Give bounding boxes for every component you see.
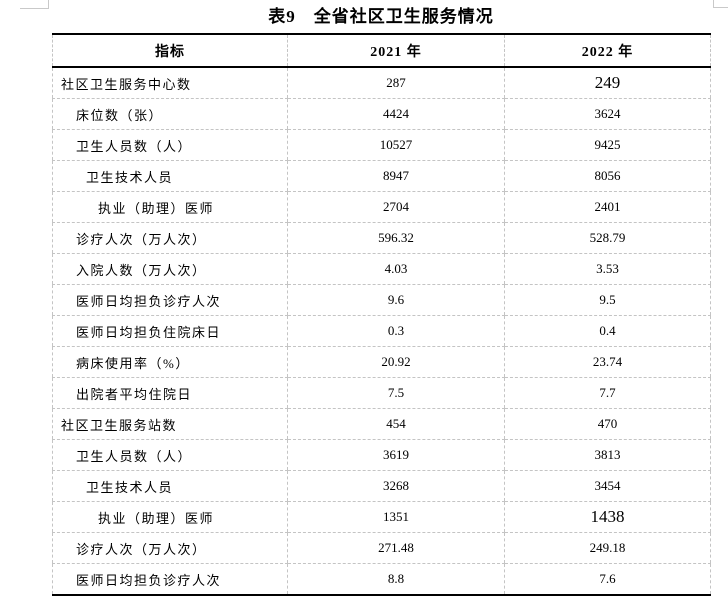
table-row: 病床使用率（%） 20.92 23.74 — [52, 346, 711, 378]
value-2021-cell[interactable]: 3268 — [287, 470, 505, 502]
indicator-cell[interactable]: 卫生技术人员 — [52, 160, 288, 192]
value-2021-cell[interactable]: 7.5 — [287, 377, 505, 409]
indicator-cell[interactable]: 入院人数（万人次） — [52, 253, 288, 285]
value-2021-cell[interactable]: 1351 — [287, 501, 505, 533]
value-2021-cell[interactable]: 8947 — [287, 160, 505, 192]
table-row: 执业（助理）医师 1351 1438 — [52, 501, 711, 533]
value-2022-cell[interactable]: 249 — [504, 67, 711, 99]
table-row: 卫生人员数（人） 10527 9425 — [52, 129, 711, 161]
indicator-cell[interactable]: 医师日均担负诊疗人次 — [76, 572, 222, 588]
table-row: 医师日均担负住院床日 0.3 0.4 — [52, 315, 711, 347]
indicator-cell[interactable]: 卫生人员数（人） — [52, 129, 288, 161]
value-2022-cell[interactable]: 249.18 — [504, 532, 711, 564]
value-2021-cell[interactable]: 20.92 — [287, 346, 505, 378]
indicator-cell[interactable]: 执业（助理）医师 — [52, 501, 288, 533]
indicator-cell[interactable]: 卫生人员数（人） — [52, 439, 288, 471]
table-row: 医师日均担负诊疗人次 9.6 9.5 — [52, 284, 711, 316]
gridline-fragment-top-right-vertical — [713, 0, 714, 8]
value-2022-cell[interactable]: 3454 — [504, 470, 711, 502]
table-row: 诊疗人次（万人次） 271.48 249.18 — [52, 532, 711, 564]
value-2021-cell[interactable]: 3619 — [287, 439, 505, 471]
value-2021-cell[interactable]: 9.6 — [287, 284, 505, 316]
col-header-indicator: 指标 — [52, 34, 288, 68]
value-2022-cell[interactable]: 528.79 — [504, 222, 711, 254]
value-2021-cell[interactable]: 596.32 — [287, 222, 505, 254]
value-2022-cell[interactable]: 3.53 — [504, 253, 711, 285]
value-2021-cell[interactable]: 8.8 — [287, 563, 505, 595]
col-header-2022: 2022 年 — [504, 34, 711, 68]
table-row: 执业（助理）医师 2704 2401 — [52, 191, 711, 223]
table-row: 卫生技术人员 3268 3454 — [52, 470, 711, 502]
table-row: 社区卫生服务中心数 287 249 — [52, 67, 711, 99]
gridline-fragment-top-left-vertical — [48, 0, 49, 9]
col-header-2021: 2021 年 — [287, 34, 505, 68]
indicator-cell[interactable]: 社区卫生服务中心数 — [52, 67, 288, 99]
indicator-cell[interactable]: 卫生技术人员 — [52, 470, 288, 502]
indicator-cell[interactable]: 社区卫生服务站数 — [52, 408, 288, 440]
value-2022-cell[interactable]: 0.4 — [504, 315, 711, 347]
table-row: 社区卫生服务站数 454 470 — [52, 408, 711, 440]
indicator-cell[interactable]: 病床使用率（%） — [52, 346, 288, 378]
value-2021-cell[interactable]: 4424 — [287, 98, 505, 130]
indicator-cell[interactable]: 医师日均担负住院床日 — [52, 315, 288, 347]
value-2022-cell[interactable]: 7.6 — [504, 563, 711, 595]
value-2022-cell[interactable]: 7.7 — [504, 377, 711, 409]
value-2022-cell[interactable]: 3813 — [504, 439, 711, 471]
table-row: 床位数（张） 4424 3624 — [52, 98, 711, 130]
value-2021-cell[interactable]: 0.3 — [287, 315, 505, 347]
indicator-cell[interactable]: 执业（助理）医师 — [52, 191, 288, 223]
value-2022-cell[interactable]: 470 — [504, 408, 711, 440]
value-2022-cell[interactable]: 2401 — [504, 191, 711, 223]
value-2022-cell[interactable]: 3624 — [504, 98, 711, 130]
table-row: 诊疗人次（万人次） 596.32 528.79 — [52, 222, 711, 254]
table-title: 表9 全省社区卫生服务情况 — [268, 7, 494, 26]
table-row: 卫生技术人员 8947 8056 — [52, 160, 711, 192]
community-health-table: 指标 2021 年 2022 年 社区卫生服务中心数 287 249 床位数（张… — [52, 33, 711, 596]
table-row: 卫生人员数（人） 3619 3813 — [52, 439, 711, 471]
header-row: 指标 2021 年 2022 年 — [52, 34, 711, 68]
value-2021-cell[interactable]: 10527 — [287, 129, 505, 161]
table-row: 入院人数（万人次） 4.03 3.53 — [52, 253, 711, 285]
value-2022-cell[interactable]: 8056 — [504, 160, 711, 192]
indicator-cell[interactable]: 诊疗人次（万人次） — [52, 532, 288, 564]
table-row: 出院者平均住院日 7.5 7.7 — [52, 377, 711, 409]
value-2021-cell[interactable]: 2704 — [287, 191, 505, 223]
gridline-fragment-top-right-horizontal — [713, 7, 728, 8]
gridline-fragment-top-left-horizontal — [20, 8, 49, 9]
indicator-cell[interactable]: 出院者平均住院日 — [52, 377, 288, 409]
value-2021-cell[interactable]: 271.48 — [287, 532, 505, 564]
value-2021-cell[interactable]: 454 — [287, 408, 505, 440]
indicator-cell[interactable]: 床位数（张） — [52, 98, 288, 130]
indicator-cell[interactable]: 医师日均担负诊疗人次 — [52, 284, 288, 316]
value-2022-cell[interactable]: 1438 — [504, 501, 711, 533]
table-row: 医师日均担负诊疗人次 8.8 7.6 — [53, 563, 711, 595]
value-2022-cell[interactable]: 23.74 — [504, 346, 711, 378]
value-2022-cell[interactable]: 9.5 — [504, 284, 711, 316]
value-2021-cell[interactable]: 4.03 — [287, 253, 505, 285]
value-2021-cell[interactable]: 287 — [287, 67, 505, 99]
value-2022-cell[interactable]: 9425 — [504, 129, 711, 161]
indicator-cell[interactable]: 诊疗人次（万人次） — [52, 222, 288, 254]
